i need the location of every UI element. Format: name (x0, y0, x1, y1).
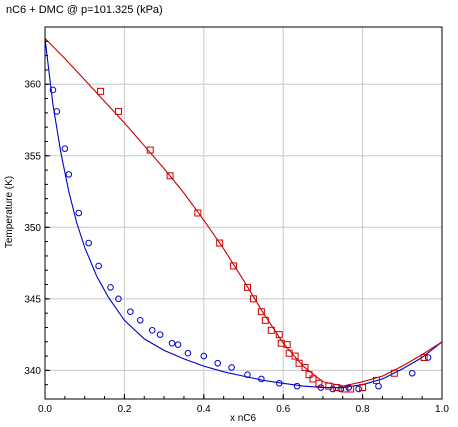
y-tick-label: 345 (24, 294, 41, 305)
plot-area (45, 27, 442, 399)
data-point-circle (49, 86, 57, 94)
data-point-circle (317, 384, 325, 391)
data-point-circle (75, 209, 83, 217)
data-point-square (249, 295, 257, 303)
data-point-square (372, 376, 380, 384)
data-point-circle (184, 349, 192, 357)
data-point-circle (408, 369, 416, 377)
data-point-square (275, 331, 283, 339)
chart-title: nC6 + DMC @ p=101.325 (kPa) (6, 4, 163, 16)
y-tick-label: 340 (24, 366, 41, 377)
data-point-square (301, 364, 309, 372)
data-point-square (166, 172, 174, 180)
data-point-circle (258, 375, 265, 383)
data-point-square (315, 379, 323, 387)
data-point-circle (337, 385, 345, 393)
data-point-circle (53, 108, 61, 115)
data-point-circle (115, 295, 122, 303)
y-axis-label: Temperature (K) (4, 176, 15, 248)
y-tick-label: 360 (24, 80, 41, 91)
data-point-circle (174, 341, 182, 348)
data-point-circle (168, 339, 176, 347)
data-point-circle (345, 384, 353, 391)
data-point-square (146, 146, 154, 154)
data-point-square (390, 369, 398, 377)
data-point-square (97, 87, 105, 95)
data-point-circle (61, 145, 69, 152)
data-point-square (420, 354, 428, 362)
data-point-circle (127, 308, 134, 316)
ticks-layer: 0.0 0.2 0.4 0.6 0.8 1.0 340 345 350 355 360 (24, 26, 449, 415)
data-point-circle (65, 171, 73, 178)
data-point-circle (424, 354, 432, 361)
data-point-square (309, 375, 317, 383)
x-tick-label: 0.0 (38, 404, 52, 415)
data-point-square (257, 308, 265, 316)
data-point-circle (156, 331, 164, 338)
y-tick-label: 350 (24, 223, 41, 234)
data-point-circle (136, 317, 144, 324)
data-point-square (230, 262, 238, 270)
x-tick-label: 0.2 (117, 404, 131, 415)
data-point-square (114, 107, 122, 115)
x-tick-label: 1.0 (435, 404, 449, 415)
data-point-square (267, 326, 275, 334)
data-point-circle (293, 382, 301, 390)
data-point-square (295, 359, 303, 367)
data-point-square (325, 382, 333, 390)
data-point-circle (148, 327, 156, 334)
data-point-circle (228, 364, 235, 371)
x-tick-label: 0.4 (197, 404, 211, 415)
data-point-square (347, 385, 355, 393)
data-point-circle (95, 262, 102, 270)
data-point-square (305, 371, 313, 379)
data-point-circle (275, 379, 283, 387)
x-tick-label: 0.8 (356, 404, 370, 415)
x-axis-label: x nC6 (230, 413, 257, 424)
data-point-square (291, 352, 299, 360)
data-point-circle (244, 371, 251, 378)
markers-layer (49, 86, 432, 393)
data-point-square (243, 283, 251, 291)
y-tick-label: 355 (24, 151, 41, 162)
data-point-circle (214, 359, 221, 367)
data-point-square (261, 316, 269, 324)
data-point-square (216, 239, 224, 247)
data-point-square (283, 341, 291, 349)
x-tick-label: 0.6 (276, 404, 290, 415)
data-point-square (359, 384, 367, 392)
data-point-circle (200, 352, 208, 360)
data-point-square (194, 209, 202, 217)
data-point-circle (107, 284, 114, 291)
data-point-circle (85, 239, 92, 247)
series-line-1 (44, 38, 443, 387)
data-point-circle (355, 385, 362, 393)
data-point-square (333, 384, 341, 392)
